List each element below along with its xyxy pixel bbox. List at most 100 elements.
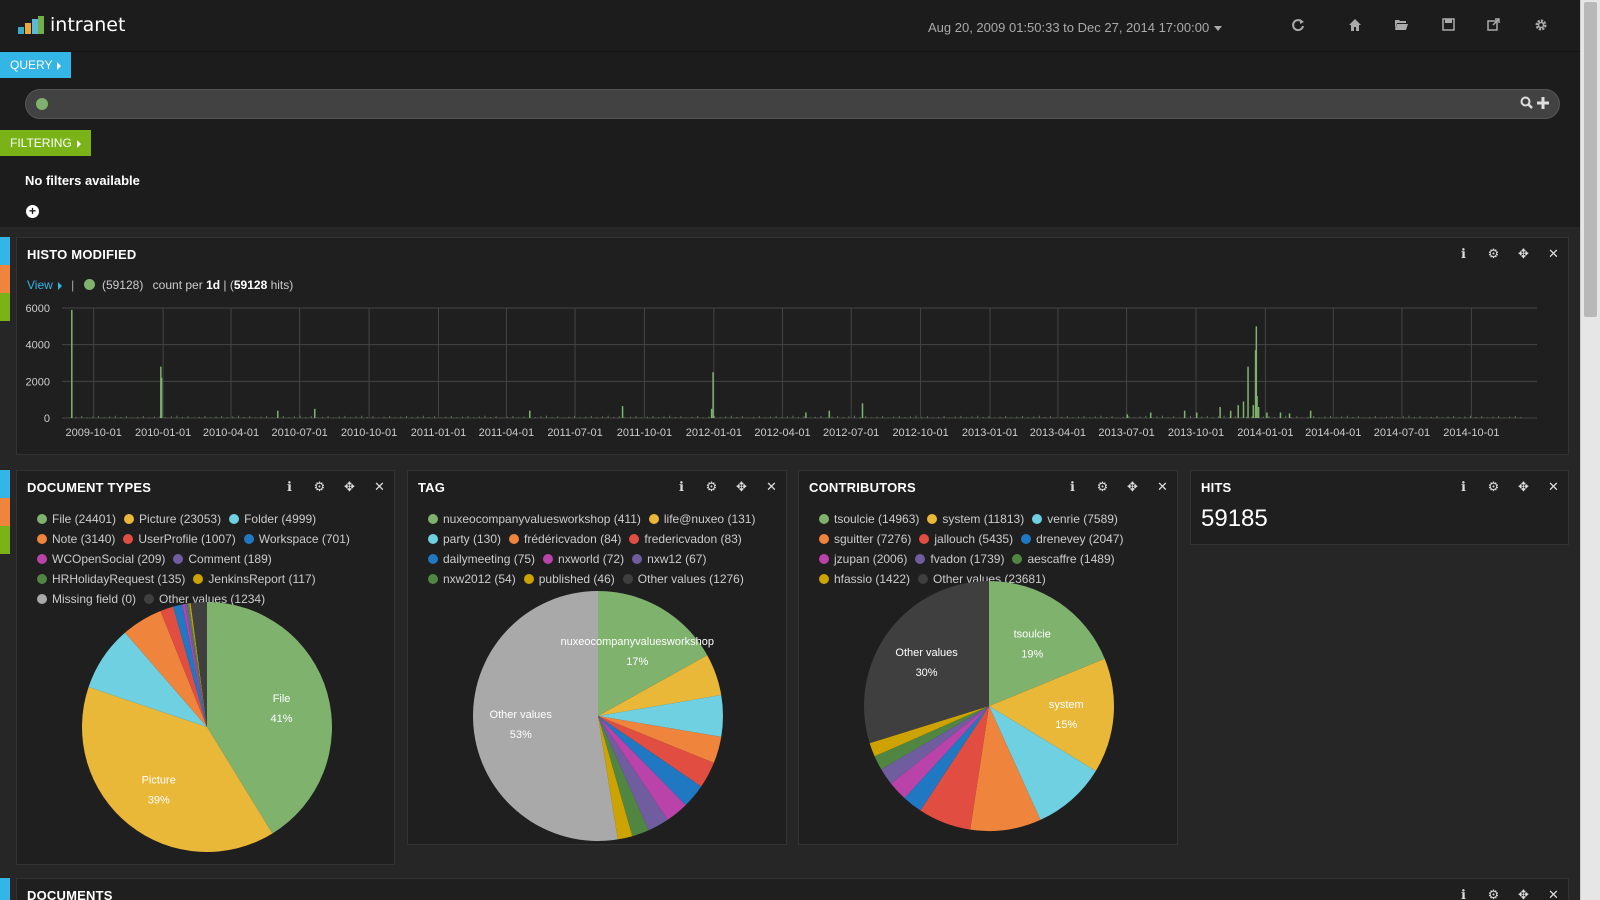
pie-slice[interactable] [989, 581, 1105, 706]
filtering-toggle-button[interactable]: FILTERING [0, 130, 91, 156]
scrollbar-thumb[interactable] [1584, 2, 1597, 317]
histogram-bar[interactable] [1254, 350, 1257, 418]
info-icon[interactable]: ℹ [1461, 479, 1466, 494]
move-icon[interactable]: ✥ [1127, 479, 1138, 494]
histogram-bar[interactable] [277, 410, 279, 418]
histogram-bar[interactable] [1229, 410, 1232, 418]
legend-item[interactable]: fredericvadon (83) [629, 529, 742, 549]
pie-slice[interactable] [598, 716, 633, 840]
legend-item[interactable]: venrie (7589) [1032, 509, 1118, 529]
close-icon[interactable]: ✕ [1157, 479, 1168, 494]
pie-slice[interactable] [88, 632, 207, 727]
legend-item[interactable]: Other values (1234) [144, 589, 265, 609]
legend-item[interactable]: hfassio (1422) [819, 569, 910, 589]
pie-slice[interactable] [189, 603, 207, 727]
move-icon[interactable]: ✥ [1518, 246, 1529, 261]
pie-slice[interactable] [182, 603, 207, 727]
legend-item[interactable]: JenkinsReport (117) [193, 569, 316, 589]
close-icon[interactable]: ✕ [1548, 246, 1559, 261]
legend-item[interactable]: nxw12 (67) [632, 549, 706, 569]
pie-slice[interactable] [869, 706, 989, 757]
pie-slice[interactable] [160, 606, 207, 727]
histogram-bar[interactable] [1309, 410, 1312, 418]
pie-slice[interactable] [473, 591, 618, 841]
pie-slice[interactable] [864, 581, 989, 744]
legend-item[interactable]: life@nuxeo (131) [648, 509, 755, 529]
legend-item[interactable]: nxworld (72) [543, 549, 624, 569]
pie-slice[interactable] [81, 687, 273, 853]
move-icon[interactable]: ✥ [1518, 479, 1529, 494]
legend-item[interactable]: nxw2012 (54) [428, 569, 516, 589]
histogram-bar[interactable] [1255, 326, 1258, 418]
legend-item[interactable]: aescaffre (1489) [1012, 549, 1115, 569]
legend-item[interactable]: Other values (1276) [622, 569, 744, 589]
histogram-chart[interactable]: 6000 4000 2000 0 2009-10-01 2010-01-01 2010-04… [17, 300, 1557, 450]
move-icon[interactable]: ✥ [344, 479, 355, 494]
pie-slice[interactable] [881, 706, 989, 784]
legend-item[interactable]: party (130) [428, 529, 501, 549]
legend-item[interactable]: UserProfile (1007) [123, 529, 236, 549]
gear-icon[interactable]: ⚙ [705, 479, 718, 494]
refresh-icon[interactable] [1290, 18, 1306, 34]
histogram-bar[interactable] [1242, 401, 1245, 419]
histogram-bar[interactable] [160, 366, 162, 418]
save-icon[interactable] [1440, 18, 1456, 34]
add-query-icon[interactable] [1537, 97, 1549, 112]
histogram-bar[interactable] [1256, 396, 1258, 418]
pie-slice[interactable] [187, 603, 207, 727]
legend-item[interactable]: Other values (23681) [918, 569, 1046, 589]
legend-item[interactable]: jzupan (2006) [819, 549, 907, 569]
histogram-bar[interactable] [1195, 412, 1198, 419]
histogram-bar[interactable] [1183, 410, 1186, 418]
pie-slice[interactable] [890, 706, 989, 799]
histogram-bar[interactable] [805, 412, 807, 419]
move-icon[interactable]: ✥ [1518, 887, 1529, 900]
info-icon[interactable]: ℹ [679, 479, 684, 494]
page-scrollbar[interactable] [1580, 0, 1600, 900]
pie-slice[interactable] [598, 716, 686, 820]
pie-slice[interactable] [598, 716, 722, 763]
gear-icon[interactable]: ⚙ [1487, 479, 1500, 494]
row-tab-blue[interactable] [0, 878, 10, 900]
pie-slice[interactable] [598, 716, 649, 837]
close-icon[interactable]: ✕ [1548, 887, 1559, 900]
histogram-bar[interactable] [1257, 407, 1260, 418]
add-filter-icon[interactable]: + [26, 205, 39, 218]
legend-item[interactable]: system (11813) [927, 509, 1024, 529]
query-toggle-button[interactable]: QUERY [0, 52, 72, 78]
histogram-bar[interactable] [828, 410, 831, 418]
legend-item[interactable]: Comment (189) [173, 549, 272, 569]
brand[interactable]: intranet [18, 14, 125, 36]
legend-item[interactable]: tsoulcie (14963) [819, 509, 919, 529]
legend-item[interactable]: sguitter (7276) [819, 529, 911, 549]
pie-slice[interactable] [598, 695, 723, 737]
gear-icon[interactable]: ⚙ [1487, 246, 1500, 261]
pie-chart[interactable]: tsoulcie 19% system 15% Other values 30% [799, 581, 1179, 841]
histogram-bar[interactable] [1237, 405, 1239, 418]
gear-icon[interactable] [1533, 18, 1549, 34]
gear-icon[interactable]: ⚙ [1487, 887, 1500, 900]
folder-open-icon[interactable] [1393, 18, 1409, 34]
query-input[interactable] [56, 94, 1496, 114]
legend-item[interactable]: dailymeeting (75) [428, 549, 535, 569]
pie-slice[interactable] [598, 716, 714, 787]
row-tab-green[interactable] [0, 526, 10, 554]
histogram-bar[interactable] [1252, 405, 1255, 418]
histogram-bar[interactable] [1126, 414, 1129, 418]
histogram-bar[interactable] [621, 406, 624, 418]
histogram-bar[interactable] [71, 309, 73, 418]
row-tab-orange[interactable] [0, 265, 10, 293]
gear-icon[interactable]: ⚙ [313, 479, 326, 494]
legend-item[interactable]: fvadon (1739) [915, 549, 1004, 569]
pie-slice[interactable] [184, 603, 207, 727]
histogram-bar[interactable] [861, 403, 864, 418]
legend-item[interactable]: jallouch (5435) [919, 529, 1013, 549]
query-color-dot[interactable] [36, 98, 48, 110]
legend-item[interactable]: HRHolidayRequest (135) [37, 569, 185, 589]
histogram-bar[interactable] [1266, 412, 1268, 419]
timerange-picker[interactable]: Aug 20, 2009 01:50:33 to Dec 27, 2014 17… [928, 20, 1223, 35]
legend-item[interactable]: published (46) [523, 569, 615, 589]
view-link[interactable]: View [27, 278, 62, 292]
histogram-bar[interactable] [1149, 412, 1152, 419]
close-icon[interactable]: ✕ [1548, 479, 1559, 494]
